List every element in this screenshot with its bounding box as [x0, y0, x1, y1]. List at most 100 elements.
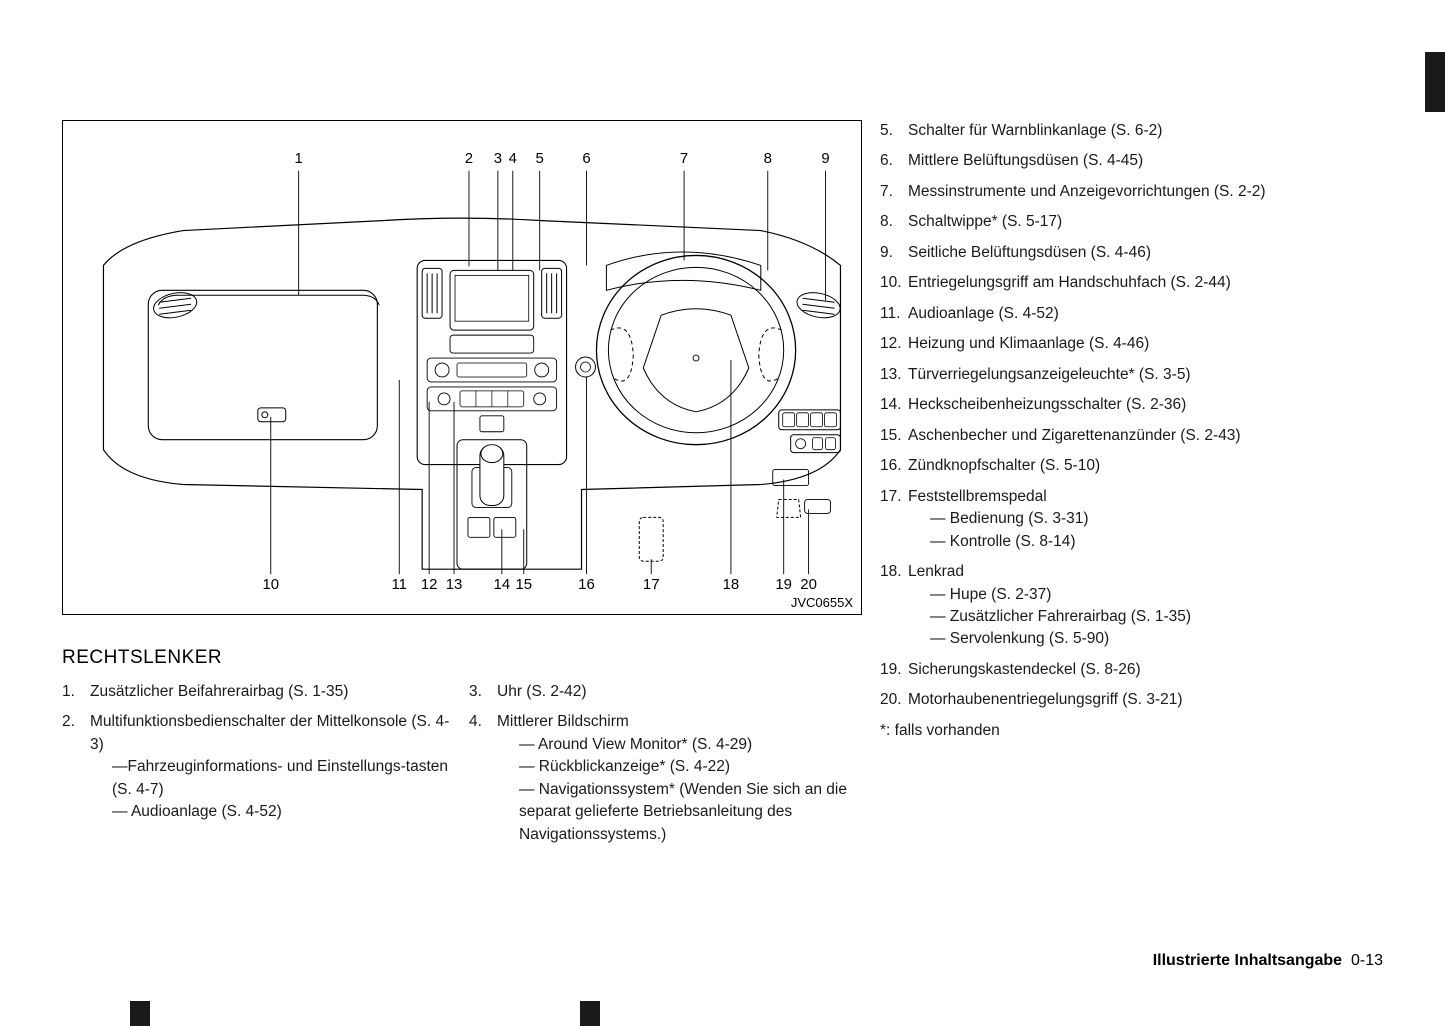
legend-item-text: Feststellbremspedal— Bedienung (S. 3-31)…: [908, 486, 1383, 553]
legend-item-text: Schaltwippe* (S. 5-17): [908, 211, 1383, 233]
svg-text:18: 18: [723, 576, 740, 593]
svg-text:20: 20: [800, 576, 817, 593]
legend-item: 14.Heckscheibenheizungsschalter (S. 2-36…: [880, 394, 1383, 416]
svg-text:3: 3: [494, 150, 502, 167]
legend-item-text: Türverriegelungsanzeigeleuchte* (S. 3-5): [908, 364, 1383, 386]
legend-item-number: 7.: [880, 181, 908, 203]
dashboard-diagram: 123456789 1011121314151617181920 JVC0655…: [62, 120, 862, 615]
svg-text:5: 5: [536, 150, 544, 167]
legend-columns-left: 1.Zusätzlicher Beifahrerairbag (S. 1-35)…: [62, 681, 862, 854]
page-tab: [1425, 52, 1445, 112]
legend-subitem: — Zusätzlicher Fahrerairbag (S. 1-35): [908, 606, 1383, 628]
legend-subitem: — Around View Monitor* (S. 4-29): [497, 734, 862, 756]
legend-item: 13.Türverriegelungsanzeigeleuchte* (S. 3…: [880, 364, 1383, 386]
svg-text:14: 14: [494, 576, 511, 593]
svg-text:16: 16: [578, 576, 595, 593]
legend-item-number: 10.: [880, 272, 908, 294]
legend-item: 17.Feststellbremspedal— Bedienung (S. 3-…: [880, 486, 1383, 553]
legend-item-number: 12.: [880, 333, 908, 355]
legend-item-number: 8.: [880, 211, 908, 233]
svg-text:7: 7: [680, 150, 688, 167]
legend-item-number: 4.: [469, 711, 497, 846]
legend-item: 3.Uhr (S. 2-42): [469, 681, 862, 703]
footer-page: 0-13: [1351, 952, 1383, 969]
legend-item-number: 14.: [880, 394, 908, 416]
legend-subitem: — Audioanlage (S. 4-52): [90, 801, 455, 823]
legend-item-number: 2.: [62, 711, 90, 823]
legend-item: 4.Mittlerer Bildschirm— Around View Moni…: [469, 711, 862, 846]
legend-item-text: Uhr (S. 2-42): [497, 681, 862, 703]
legend-item-text: Motorhaubenentriegelungsgriff (S. 3-21): [908, 689, 1383, 711]
legend-item-number: 15.: [880, 425, 908, 447]
svg-text:10: 10: [262, 576, 279, 593]
legend-item-number: 18.: [880, 561, 908, 651]
legend-subitem: — Bedienung (S. 3-31): [908, 508, 1383, 530]
legend-item: 15.Aschenbecher und Zigarettenanzünder (…: [880, 425, 1383, 447]
legend-item: 18.Lenkrad— Hupe (S. 2-37)— Zusätzlicher…: [880, 561, 1383, 651]
legend-item-number: 11.: [880, 303, 908, 325]
svg-text:19: 19: [775, 576, 792, 593]
legend-item-text: Sicherungskastendeckel (S. 8-26): [908, 659, 1383, 681]
page-content: 123456789 1011121314151617181920 JVC0655…: [0, 0, 1445, 894]
legend-item: 6.Mittlere Belüftungsdüsen (S. 4-45): [880, 150, 1383, 172]
legend-item-number: 17.: [880, 486, 908, 553]
footer-section: Illustrierte Inhaltsangabe: [1153, 952, 1342, 969]
legend-item: 2.Multifunktionsbedienschalter der Mitte…: [62, 711, 455, 823]
legend-item-number: 16.: [880, 455, 908, 477]
legend-item-number: 6.: [880, 150, 908, 172]
svg-text:11: 11: [392, 576, 408, 593]
legend-item-number: 1.: [62, 681, 90, 703]
legend-item-text: Zündknopfschalter (S. 5-10): [908, 455, 1383, 477]
legend-item-number: 20.: [880, 689, 908, 711]
svg-text:17: 17: [643, 576, 660, 593]
svg-text:8: 8: [764, 150, 772, 167]
legend-item-text: Mittlerer Bildschirm— Around View Monito…: [497, 711, 862, 846]
svg-text:12: 12: [421, 576, 438, 593]
legend-item-text: Entriegelungsgriff am Handschuhfach (S. …: [908, 272, 1383, 294]
legend-subitem: — Navigationssystem* (Wenden Sie sich an…: [497, 779, 862, 846]
legend-item: 9.Seitliche Belüftungsdüsen (S. 4-46): [880, 242, 1383, 264]
legend-subitem: — Rückblickanzeige* (S. 4-22): [497, 756, 862, 778]
legend-item-number: 13.: [880, 364, 908, 386]
legend-item: 1.Zusätzlicher Beifahrerairbag (S. 1-35): [62, 681, 455, 703]
legend-subitem: — Hupe (S. 2-37): [908, 584, 1383, 606]
legend-item: 7.Messinstrumente und Anzeigevorrichtung…: [880, 181, 1383, 203]
legend-item-text: Aschenbecher und Zigarettenanzünder (S. …: [908, 425, 1383, 447]
legend-item-text: Multifunktionsbedienschalter der Mittelk…: [90, 711, 455, 823]
crop-mark: [130, 1001, 150, 1026]
legend-item: 10.Entriegelungsgriff am Handschuhfach (…: [880, 272, 1383, 294]
legend-item: 19.Sicherungskastendeckel (S. 8-26): [880, 659, 1383, 681]
svg-text:4: 4: [509, 150, 517, 167]
svg-text:15: 15: [515, 576, 532, 593]
image-code: JVC0655X: [791, 595, 853, 610]
legend-col-1: 1.Zusätzlicher Beifahrerairbag (S. 1-35)…: [62, 681, 455, 824]
svg-text:1: 1: [295, 150, 303, 167]
footnote: *: falls vorhanden: [880, 722, 1383, 740]
legend-col-2: 3.Uhr (S. 2-42)4.Mittlerer Bildschirm— A…: [469, 681, 862, 846]
dashboard-svg: 123456789 1011121314151617181920: [63, 121, 861, 614]
legend-item: 20.Motorhaubenentriegelungsgriff (S. 3-2…: [880, 689, 1383, 711]
page-footer: Illustrierte Inhaltsangabe 0-13: [1153, 952, 1383, 970]
legend-item-number: 19.: [880, 659, 908, 681]
legend-subitem: — Servolenkung (S. 5-90): [908, 628, 1383, 650]
legend-item-text: Mittlere Belüftungsdüsen (S. 4-45): [908, 150, 1383, 172]
legend-item-number: 5.: [880, 120, 908, 142]
legend-item: 16.Zündknopfschalter (S. 5-10): [880, 455, 1383, 477]
legend-item-text: Zusätzlicher Beifahrerairbag (S. 1-35): [90, 681, 455, 703]
legend-item-text: Audioanlage (S. 4-52): [908, 303, 1383, 325]
legend-item: 8.Schaltwippe* (S. 5-17): [880, 211, 1383, 233]
svg-text:2: 2: [465, 150, 473, 167]
legend-item-number: 3.: [469, 681, 497, 703]
legend-item: 12.Heizung und Klimaanlage (S. 4-46): [880, 333, 1383, 355]
legend-item-text: Heckscheibenheizungsschalter (S. 2-36): [908, 394, 1383, 416]
legend-item-text: Schalter für Warnblinkanlage (S. 6-2): [908, 120, 1383, 142]
legend-item-number: 9.: [880, 242, 908, 264]
svg-text:6: 6: [582, 150, 590, 167]
legend-item-text: Lenkrad— Hupe (S. 2-37)— Zusätzlicher Fa…: [908, 561, 1383, 651]
legend-item-text: Heizung und Klimaanlage (S. 4-46): [908, 333, 1383, 355]
crop-mark: [580, 1001, 600, 1026]
svg-text:13: 13: [446, 576, 463, 593]
legend-col-3: 5.Schalter für Warnblinkanlage (S. 6-2)6…: [880, 120, 1383, 712]
legend-item: 5.Schalter für Warnblinkanlage (S. 6-2): [880, 120, 1383, 142]
section-heading: RECHTSLENKER: [62, 647, 862, 669]
